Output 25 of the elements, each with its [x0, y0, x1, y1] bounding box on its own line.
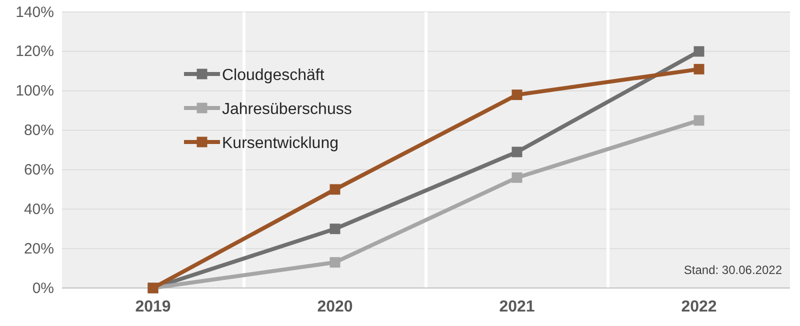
y-tick-label: 20% — [24, 240, 54, 258]
y-tick-label: 0% — [32, 280, 54, 297]
point — [330, 224, 340, 234]
y-tick-label: 120% — [16, 43, 54, 60]
x-tick-label: 2020 — [317, 298, 353, 316]
point — [512, 90, 522, 100]
point — [694, 64, 704, 74]
legend-label: Cloudgeschäft — [222, 67, 325, 84]
point — [512, 146, 522, 158]
x-tick-label: 2019 — [135, 298, 171, 316]
point — [694, 115, 704, 126]
x-tick-label: 2022 — [681, 298, 717, 316]
point — [330, 257, 340, 268]
x-tick-label: 2021 — [499, 298, 535, 316]
annotation: Stand: 30.06.2022 — [684, 263, 782, 277]
point — [512, 172, 522, 183]
legend-label: Jahresüberschuss — [222, 101, 352, 118]
y-tick-label: 100% — [16, 82, 54, 100]
point — [694, 46, 704, 57]
point — [330, 184, 340, 195]
legend-label: Kursentwicklung — [222, 135, 338, 152]
y-tick-label: 80% — [24, 122, 54, 140]
y-tick-label: 60% — [24, 162, 54, 179]
y-tick-label: 140% — [16, 4, 54, 21]
y-tick-label: 40% — [24, 200, 54, 218]
